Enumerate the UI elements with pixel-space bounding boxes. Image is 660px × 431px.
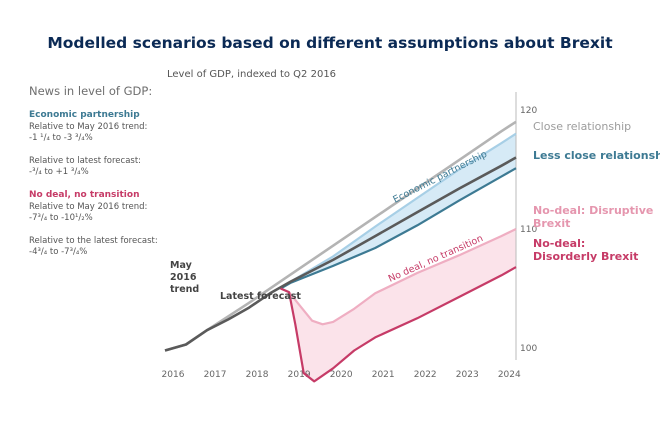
y-axis-title: Level of GDP, indexed to Q2 2016 [167, 69, 336, 80]
group-economic-partnership: Economic partnership Relative to May 201… [29, 110, 179, 178]
note-value: -7³/₄ to -10¹/₂% [29, 213, 93, 223]
x-tick-label: 2016 [162, 370, 185, 380]
annotation-latest-forecast: Latest forecast [220, 291, 301, 302]
note: Relative to the latest forecast: -4³/₄ t… [29, 236, 179, 258]
series-line-no-deal-disruptive-brexit [280, 228, 517, 326]
x-tick-label: 2021 [372, 370, 395, 380]
x-tick-label: 2019 [288, 370, 311, 380]
group-title: No deal, no transition [29, 190, 140, 200]
end-label-3: No-deal: [533, 237, 585, 250]
annotation-may-2016-trend: May [170, 260, 193, 271]
note: Relative to May 2016 trend: -7³/₄ to -10… [29, 202, 179, 224]
series-line-latest-forecast [164, 156, 517, 352]
note-label: Relative to latest forecast: [29, 156, 142, 166]
chart-title: Modelled scenarios based on different as… [47, 34, 613, 52]
end-label-2: Brexit [533, 217, 570, 230]
x-tick-label: 2020 [330, 370, 353, 380]
x-tick-label: 2017 [204, 370, 227, 380]
y-tick-label: 110 [520, 225, 537, 235]
sidebar-heading: News in level of GDP: [29, 84, 153, 98]
x-tick-label: 2023 [456, 370, 479, 380]
annotation-may-2016-trend: trend [170, 284, 199, 295]
note-label: Relative to the latest forecast: [29, 236, 158, 246]
sidebar-notes: News in level of GDP: Economic partnersh… [29, 84, 179, 270]
group-title: Economic partnership [29, 110, 140, 120]
end-label-0: Close relationship [533, 120, 631, 133]
end-label-2: No-deal: Disruptive [533, 204, 653, 217]
note-value: -1 ¹/₄ to -3 ³/₄% [29, 133, 93, 143]
note-label: Relative to May 2016 trend: [29, 122, 148, 132]
x-tick-label: 2022 [414, 370, 437, 380]
note-value: -4³/₄ to -7³/₄% [29, 247, 88, 257]
y-tick-label: 100 [520, 344, 537, 354]
end-label-1: Less close relationship [533, 149, 660, 162]
group-no-deal: No deal, no transition Relative to May 2… [29, 190, 179, 258]
band-no-deal-no-transition [280, 228, 516, 382]
x-tick-label: 2018 [246, 370, 269, 380]
annotation-may-2016-trend: 2016 [170, 272, 197, 283]
end-label-3: Disorderly Brexit [533, 250, 638, 263]
note: Relative to May 2016 trend: -1 ¹/₄ to -3… [29, 122, 179, 144]
series-line-less-close-relationship [280, 167, 517, 290]
series-line-no-deal-disorderly-brexit [280, 266, 517, 383]
y-tick-label: 120 [520, 106, 537, 116]
note: Relative to latest forecast: -³/₄ to +1 … [29, 156, 179, 178]
x-tick-label: 2024 [498, 370, 521, 380]
note-label: Relative to May 2016 trend: [29, 202, 148, 212]
note-value: -³/₄ to +1 ³/₄% [29, 167, 89, 177]
